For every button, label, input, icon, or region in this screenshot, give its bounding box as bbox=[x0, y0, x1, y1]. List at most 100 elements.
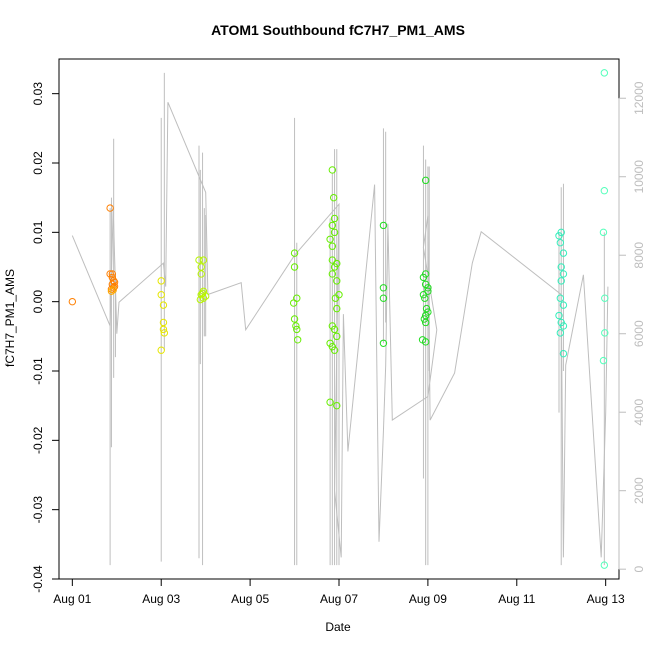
data-point bbox=[333, 304, 341, 313]
data-point bbox=[290, 315, 299, 323]
secondary-axis-line bbox=[71, 102, 609, 558]
data-point bbox=[600, 561, 609, 569]
data-point bbox=[421, 294, 429, 302]
data-point bbox=[328, 166, 337, 174]
y-tick-label: 0.02 bbox=[31, 151, 45, 175]
data-point bbox=[157, 277, 165, 285]
chart-title: ATOM1 Southbound fC7H7_PM1_AMS bbox=[211, 22, 465, 38]
data-point bbox=[328, 242, 337, 250]
grey-line-layer bbox=[71, 72, 609, 566]
data-point bbox=[379, 284, 388, 292]
x-tick-label: Aug 09 bbox=[409, 592, 447, 606]
y2-axis: 0 2000 4000 6000 8000 10000 12000 bbox=[618, 81, 646, 573]
data-point bbox=[331, 294, 340, 302]
data-point bbox=[195, 256, 203, 264]
data-point bbox=[559, 322, 568, 330]
data-point bbox=[106, 204, 114, 212]
data-point bbox=[555, 311, 563, 320]
data-point bbox=[68, 297, 77, 306]
data-point bbox=[326, 398, 334, 406]
data-point bbox=[557, 228, 565, 237]
y2-tick-label: 8000 bbox=[632, 242, 646, 269]
point-layer bbox=[68, 69, 609, 569]
x-tick-label: Aug 11 bbox=[498, 592, 535, 606]
data-point bbox=[330, 228, 339, 237]
y2-tick-label: 10000 bbox=[632, 160, 646, 194]
y-axis-label: fC7H7_PM1_AMS bbox=[3, 269, 17, 367]
data-point bbox=[196, 295, 205, 304]
data-point bbox=[419, 291, 428, 299]
data-point bbox=[292, 322, 300, 330]
data-point bbox=[197, 263, 205, 271]
data-point bbox=[556, 294, 565, 302]
y2-tick-label: 0 bbox=[632, 566, 646, 573]
x-tick-label: Aug 05 bbox=[231, 592, 269, 606]
data-point bbox=[157, 291, 165, 299]
data-point bbox=[600, 187, 609, 195]
data-point bbox=[419, 273, 428, 282]
y-tick-label: 0.03 bbox=[31, 82, 45, 106]
y2-tick-label: 12000 bbox=[632, 81, 646, 115]
data-point bbox=[330, 263, 339, 271]
data-point bbox=[293, 336, 302, 344]
data-point bbox=[330, 325, 339, 334]
data-point bbox=[108, 280, 117, 289]
data-point bbox=[421, 176, 430, 185]
data-point bbox=[290, 263, 299, 271]
data-point bbox=[333, 332, 341, 341]
y-axis: 0.03 0.02 0.01 0.00 -0.01 -0.02 -0.03 -0.04 bbox=[31, 82, 60, 593]
data-point bbox=[559, 349, 568, 358]
data-point bbox=[326, 235, 334, 243]
data-point bbox=[379, 294, 388, 302]
y2-tick-label: 2000 bbox=[632, 477, 646, 504]
data-point bbox=[559, 249, 568, 257]
y-tick-label: -0.04 bbox=[31, 565, 45, 593]
data-point bbox=[293, 325, 301, 334]
data-point bbox=[198, 289, 207, 298]
data-point bbox=[421, 311, 430, 320]
data-point bbox=[330, 214, 339, 223]
data-point bbox=[160, 329, 169, 337]
x-axis: Aug 01 Aug 03 Aug 05 Aug 07 Aug 09 Aug 11 Aug … bbox=[53, 578, 625, 606]
y-tick-label: -0.01 bbox=[31, 357, 45, 385]
y2-tick-label: 6000 bbox=[632, 320, 646, 347]
x-axis-label: Date bbox=[325, 620, 351, 634]
data-point bbox=[109, 277, 118, 285]
data-point bbox=[600, 69, 609, 77]
data-point bbox=[420, 315, 429, 323]
y-tick-label: 0.00 bbox=[31, 290, 45, 314]
data-point bbox=[379, 339, 388, 347]
data-point bbox=[599, 228, 608, 237]
data-point bbox=[557, 263, 565, 271]
data-point bbox=[157, 346, 165, 354]
data-point bbox=[557, 277, 565, 285]
data-point bbox=[107, 287, 116, 295]
data-point bbox=[159, 301, 168, 309]
data-point bbox=[329, 193, 338, 202]
data-point bbox=[421, 318, 430, 327]
x-tick-label: Aug 01 bbox=[53, 592, 91, 606]
data-point bbox=[556, 329, 565, 337]
data-point bbox=[197, 270, 205, 278]
y-tick-label: 0.01 bbox=[31, 220, 45, 244]
data-point bbox=[333, 277, 341, 285]
y2-tick-label: 4000 bbox=[632, 399, 646, 426]
data-point bbox=[556, 239, 565, 247]
data-point bbox=[599, 356, 608, 365]
data-point bbox=[109, 286, 117, 294]
data-point bbox=[199, 256, 208, 264]
data-point bbox=[328, 270, 337, 278]
y-tick-label: -0.02 bbox=[31, 426, 45, 454]
data-point bbox=[601, 329, 609, 337]
x-tick-label: Aug 07 bbox=[320, 592, 358, 606]
data-point bbox=[159, 325, 168, 334]
data-point bbox=[559, 301, 568, 309]
data-point bbox=[108, 273, 117, 282]
data-point bbox=[159, 318, 168, 327]
data-point bbox=[424, 284, 432, 292]
data-point bbox=[108, 270, 117, 278]
y-tick-label: -0.03 bbox=[31, 496, 45, 524]
data-point bbox=[601, 294, 609, 302]
data-point bbox=[559, 270, 568, 278]
